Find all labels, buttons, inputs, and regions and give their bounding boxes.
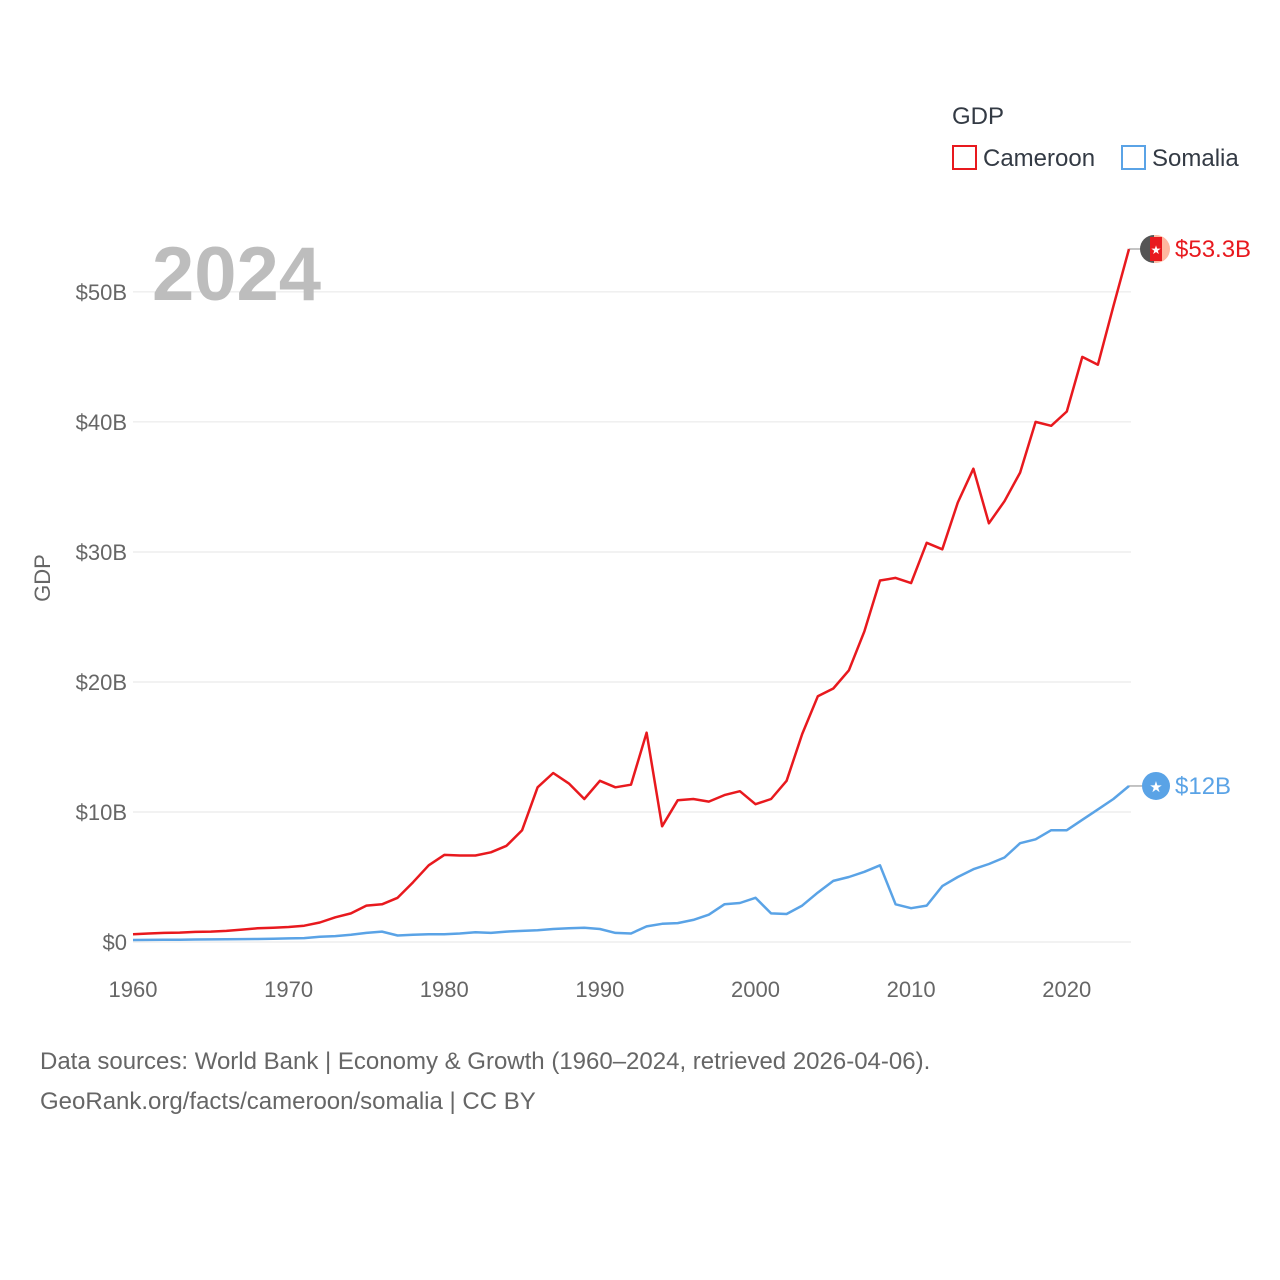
- y-tick-label: $20B: [76, 670, 127, 695]
- cameroon-end-value: $53.3B: [1175, 236, 1251, 263]
- series-line-somalia: [132, 785, 1130, 942]
- x-tick-label: 1980: [420, 977, 469, 1002]
- year-label: 2024: [152, 232, 321, 317]
- svg-text:★: ★: [1149, 778, 1162, 796]
- x-axis-ticks: 1960 1970 1980 1990 2000 2010 2020: [109, 977, 1092, 1002]
- series-line-cameroon: [132, 248, 1131, 936]
- y-axis-ticks: $0 $10B $20B $30B $40B $50B: [76, 280, 127, 955]
- somalia-end-value: $12B: [1175, 773, 1231, 800]
- y-tick-label: $30B: [76, 540, 127, 565]
- cameroon-flag-icon: ★: [1140, 235, 1170, 263]
- y-axis-label: GDP: [30, 554, 55, 602]
- x-tick-label: 2010: [887, 977, 936, 1002]
- series-lines: [132, 248, 1142, 942]
- data-sources-text: Data sources: World Bank | Economy & Gro…: [40, 1048, 931, 1075]
- gridlines: [133, 291, 1131, 943]
- x-tick-label: 1970: [264, 977, 313, 1002]
- gdp-line-chart: $0 $10B $20B $30B $40B $50B 1960 1970 1980 1990 2…: [30, 103, 1251, 1002]
- svg-text:★: ★: [1151, 243, 1162, 257]
- x-tick-label: 1990: [575, 977, 624, 1002]
- x-tick-label: 2000: [731, 977, 780, 1002]
- legend-title: GDP: [952, 103, 1004, 130]
- y-tick-label: $50B: [76, 280, 127, 305]
- legend-item-somalia[interactable]: Somalia: [1121, 145, 1239, 172]
- legend-label-cameroon: Cameroon: [983, 145, 1095, 172]
- legend-label-somalia: Somalia: [1152, 145, 1239, 172]
- legend-swatch-cameroon: [952, 145, 977, 170]
- x-tick-label: 1960: [109, 977, 158, 1002]
- legend: GDP Cameroon Somalia: [952, 103, 1239, 172]
- legend-item-cameroon[interactable]: Cameroon: [952, 145, 1095, 172]
- chart-footer: Data sources: World Bank | Economy & Gro…: [40, 1042, 930, 1122]
- x-tick-label: 2020: [1042, 977, 1091, 1002]
- y-tick-label: $10B: [76, 800, 127, 825]
- legend-swatch-somalia: [1121, 145, 1146, 170]
- source-url-text: GeoRank.org/facts/cameroon/somalia | CC …: [40, 1088, 536, 1115]
- y-tick-label: $0: [103, 930, 127, 955]
- somalia-flag-icon: ★: [1142, 771, 1170, 800]
- y-tick-label: $40B: [76, 410, 127, 435]
